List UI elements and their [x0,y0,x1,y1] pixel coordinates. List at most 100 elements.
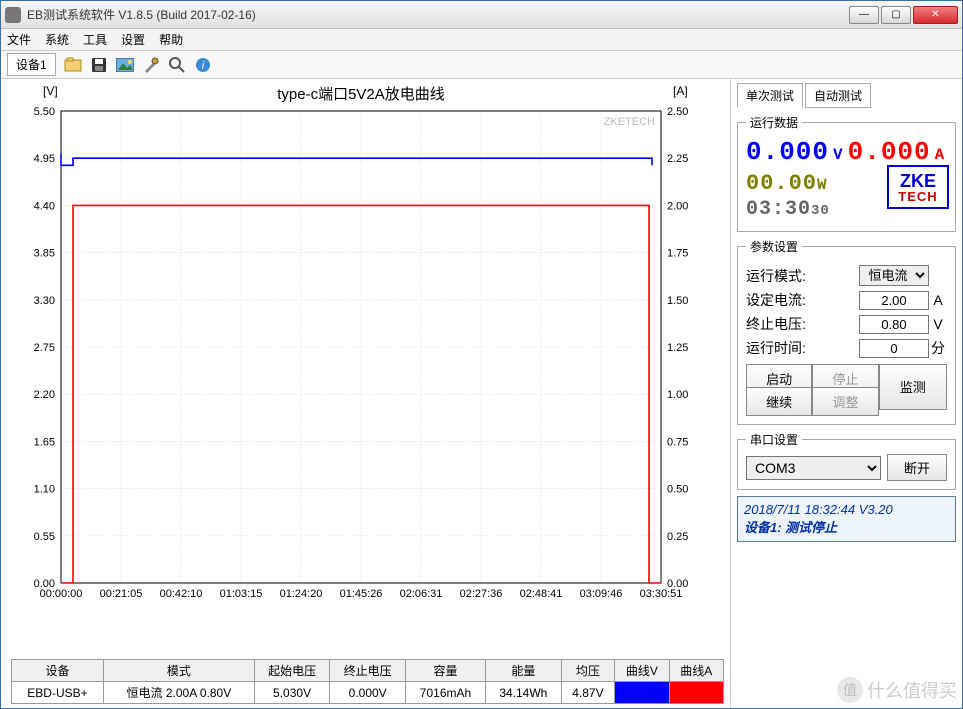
menu-tools[interactable]: 工具 [83,31,107,48]
power-display: 00.00 [746,171,817,196]
svg-text:01:45:26: 01:45:26 [340,588,383,600]
svg-text:4.95: 4.95 [34,153,55,165]
table-row: EBD-USB+ 恒电流 2.00A 0.80V 5.030V 0.000V 7… [12,682,724,704]
monitor-button[interactable]: 监测 [879,364,947,410]
runtime-input[interactable] [859,339,929,358]
param-group: 参数设置 运行模式: 恒电流 设定电流: A 终止电压: V 运行时 [737,238,956,425]
svg-text:02:27:36: 02:27:36 [460,588,503,600]
current-unit: A [935,146,946,164]
minimize-button[interactable]: — [849,6,879,24]
svg-text:03:30:51: 03:30:51 [640,588,683,600]
td-curvea-swatch [669,682,723,704]
svg-text:type-c端口5V2A放电曲线: type-c端口5V2A放电曲线 [277,86,445,103]
svg-text:01:24:20: 01:24:20 [280,588,323,600]
menu-settings[interactable]: 设置 [121,31,145,48]
logo-line2: TECH [898,190,937,203]
adjust-button[interactable]: 调整 [812,387,878,416]
svg-text:1.10: 1.10 [34,484,55,496]
mode-select[interactable]: 恒电流 [859,265,929,286]
svg-text:0.55: 0.55 [34,531,55,543]
th-startv: 起始电压 [254,660,330,682]
svg-text:00:21:05: 00:21:05 [100,588,143,600]
td-startv: 5.030V [254,682,330,704]
td-energy: 34.14Wh [486,682,562,704]
svg-text:00:42:10: 00:42:10 [160,588,203,600]
save-icon[interactable] [88,54,110,76]
th-mode: 模式 [103,660,254,682]
menubar: 文件 系统 工具 设置 帮助 [1,29,962,51]
tools-icon[interactable] [140,54,162,76]
running-legend: 运行数据 [746,114,802,131]
power-unit: W [817,176,828,194]
running-data-group: 运行数据 0.000V 0.000A 00.00W 03:3030 ZKE TE… [737,114,956,232]
svg-text:2.75: 2.75 [34,342,55,354]
search-icon[interactable] [166,54,188,76]
svg-text:1.50: 1.50 [667,295,688,307]
svg-text:4.40: 4.40 [34,200,55,212]
svg-text:ZKETECH: ZKETECH [604,116,655,128]
svg-text:02:48:41: 02:48:41 [520,588,563,600]
svg-text:1.75: 1.75 [667,248,688,260]
mode-label: 运行模式: [746,266,859,286]
open-icon[interactable] [62,54,84,76]
content: type-c端口5V2A放电曲线[V][A]5.502.504.952.254.… [1,79,962,708]
status-panel: 2018/7/11 18:32:44 V3.20 设备1: 测试停止 [737,496,956,542]
app-window: EB测试系统软件 V1.8.5 (Build 2017-02-16) — ▢ ✕… [0,0,963,709]
close-button[interactable]: ✕ [913,6,958,24]
svg-text:2.50: 2.50 [667,106,688,118]
chart-area: type-c端口5V2A放电曲线[V][A]5.502.504.952.254.… [11,83,724,655]
menu-system[interactable]: 系统 [45,31,69,48]
device-tab[interactable]: 设备1 [7,53,56,76]
td-device: EBD-USB+ [12,682,104,704]
svg-text:5.50: 5.50 [34,106,55,118]
cutoff-v-input[interactable] [859,315,929,334]
set-current-input[interactable] [859,291,929,310]
com-port-select[interactable]: COM3 [746,456,881,480]
serial-legend: 串口设置 [746,431,802,448]
tab-single-test[interactable]: 单次测试 [737,83,803,108]
continue-button[interactable]: 继续 [746,387,812,416]
runtime-label: 运行时间: [746,338,859,358]
discharge-chart: type-c端口5V2A放电曲线[V][A]5.502.504.952.254.… [11,83,711,613]
window-title: EB测试系统软件 V1.8.5 (Build 2017-02-16) [27,6,847,23]
result-table: 设备 模式 起始电压 终止电压 容量 能量 均压 曲线V 曲线A EBD-USB… [11,659,724,704]
cutoff-v-unit: V [929,316,947,332]
td-capacity: 7016mAh [405,682,485,704]
svg-text:0.50: 0.50 [667,484,688,496]
image-icon[interactable] [114,54,136,76]
svg-text:2.20: 2.20 [34,389,55,401]
svg-text:2.25: 2.25 [667,153,688,165]
set-current-label: 设定电流: [746,290,859,310]
tab-auto-test[interactable]: 自动测试 [805,83,871,108]
elapsed-time: 03:30 [746,198,811,221]
td-avgv: 4.87V [561,682,615,704]
th-curvev: 曲线V [615,660,669,682]
info-icon[interactable]: i [192,54,214,76]
set-current-unit: A [929,292,947,308]
svg-text:2.00: 2.00 [667,200,688,212]
svg-text:1.00: 1.00 [667,389,688,401]
svg-text:1.25: 1.25 [667,342,688,354]
svg-text:0.25: 0.25 [667,531,688,543]
td-endv: 0.000V [330,682,406,704]
right-pane: 单次测试 自动测试 运行数据 0.000V 0.000A 00.00W 03:3… [730,79,962,708]
td-mode: 恒电流 2.00A 0.80V [103,682,254,704]
svg-text:1.65: 1.65 [34,436,55,448]
app-icon [5,7,21,23]
disconnect-button[interactable]: 断开 [887,454,947,481]
th-energy: 能量 [486,660,562,682]
status-line2: 设备1: 测试停止 [744,519,949,537]
maximize-button[interactable]: ▢ [881,6,911,24]
th-curvea: 曲线A [669,660,723,682]
svg-text:0.75: 0.75 [667,436,688,448]
left-pane: type-c端口5V2A放电曲线[V][A]5.502.504.952.254.… [1,79,730,708]
menu-file[interactable]: 文件 [7,31,31,48]
th-device: 设备 [12,660,104,682]
menu-help[interactable]: 帮助 [159,31,183,48]
th-avgv: 均压 [561,660,615,682]
zketech-logo: ZKE TECH [887,165,949,209]
svg-text:[V]: [V] [43,84,58,98]
svg-text:3.30: 3.30 [34,295,55,307]
table-header-row: 设备 模式 起始电压 终止电压 容量 能量 均压 曲线V 曲线A [12,660,724,682]
voltage-unit: V [833,146,844,164]
